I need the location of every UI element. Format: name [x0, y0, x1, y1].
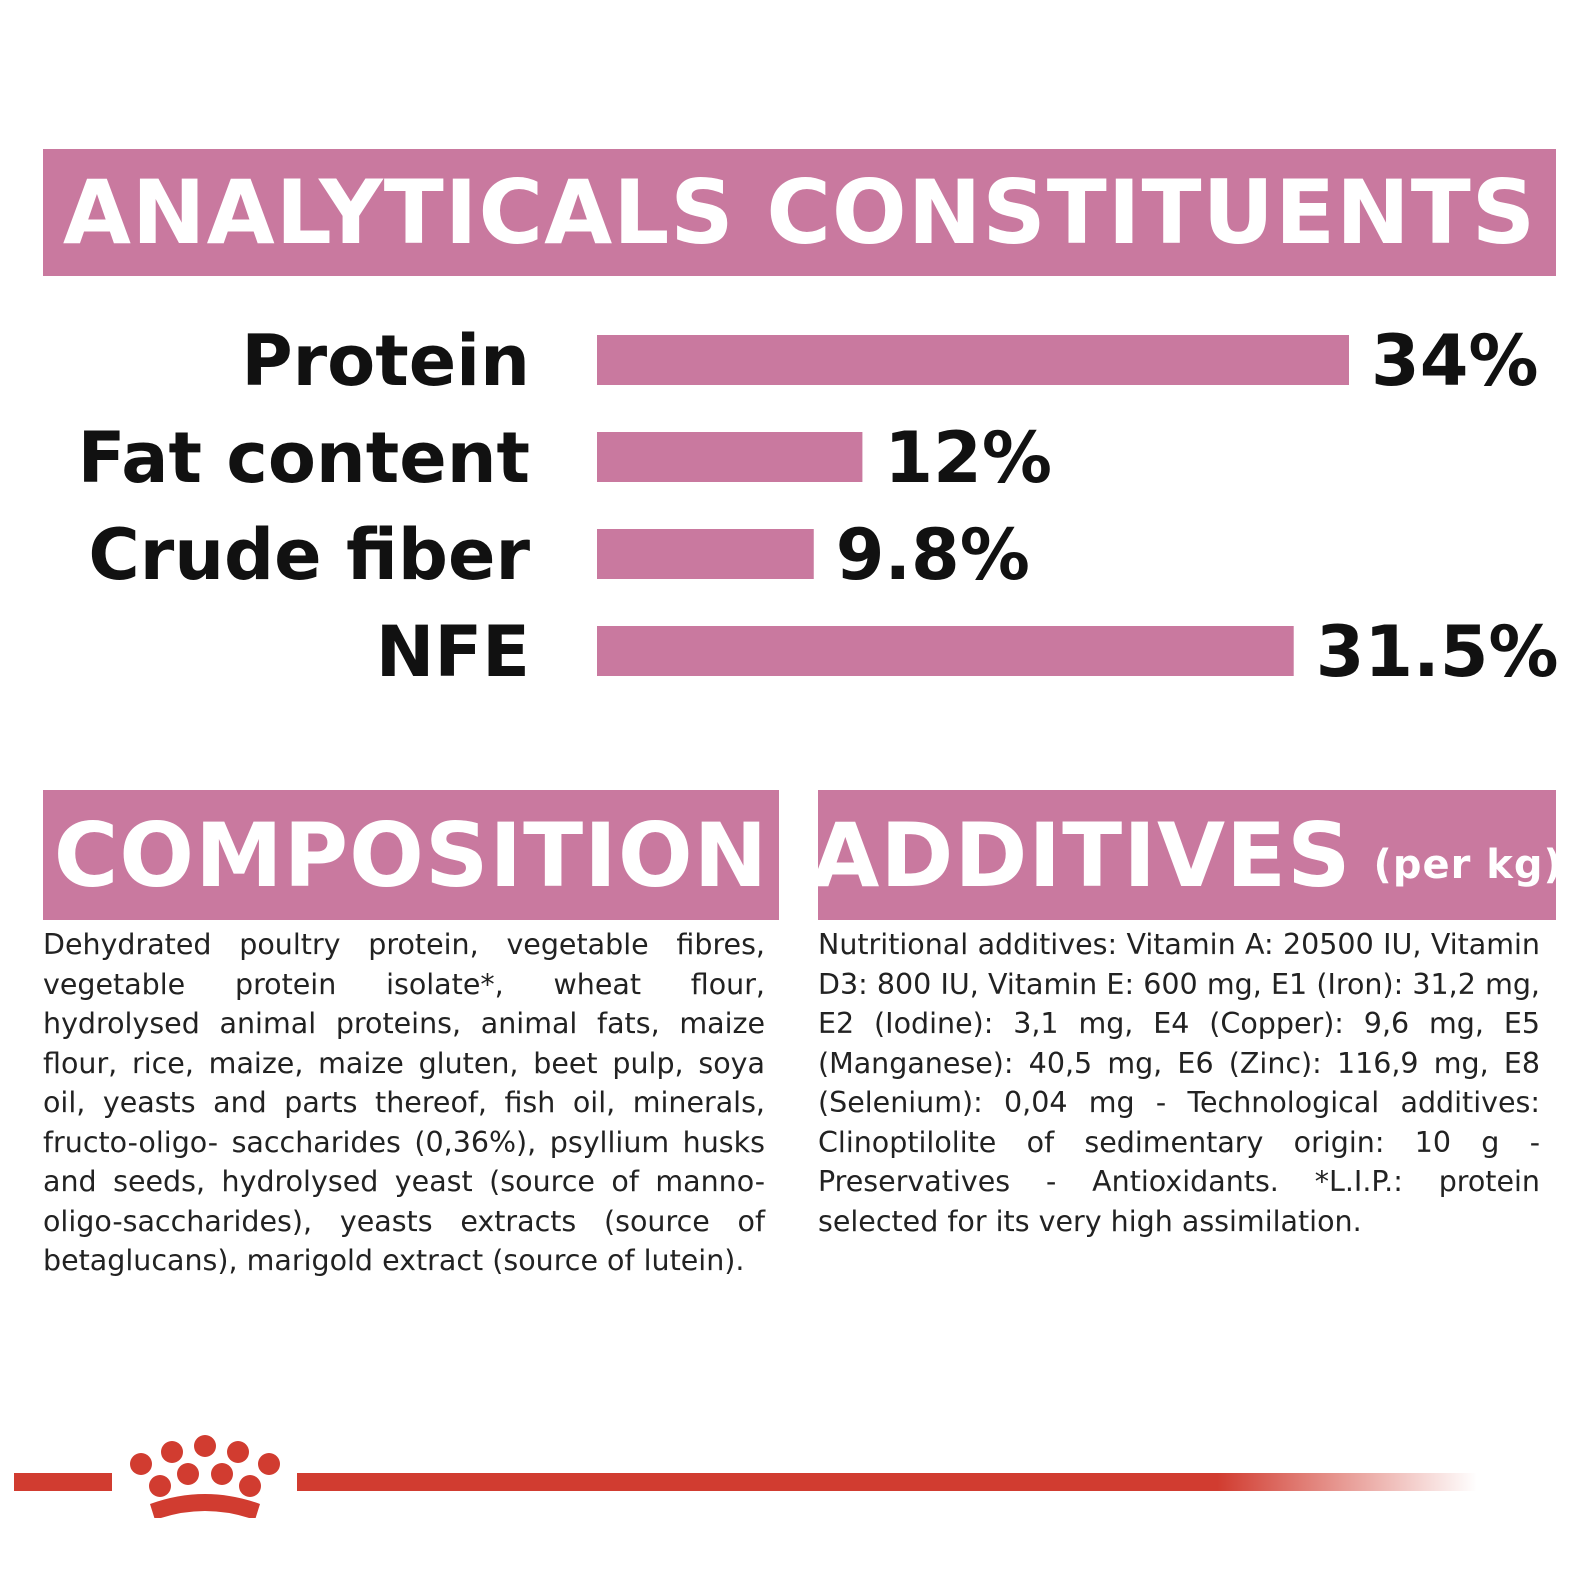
category-label-crude-fiber: Crude fiber	[88, 514, 530, 596]
additives-unit: (per kg)	[1373, 842, 1563, 888]
category-label-protein: Protein	[241, 320, 530, 402]
value-label-crude-fiber: 9.8%	[836, 514, 1030, 596]
footer-line-right	[297, 1473, 1477, 1491]
bar-crude-fiber	[597, 529, 814, 579]
composition-title: COMPOSITION	[53, 803, 769, 907]
footer-graphic	[14, 1435, 1477, 1520]
additives-banner: ADDITIVES (per kg)	[811, 790, 1562, 920]
analytical-constituents-title: ANALYTICALS CONSTITUENTS	[62, 161, 1537, 264]
value-label-fat-content: 12%	[884, 417, 1052, 499]
additives-title: ADDITIVES	[811, 803, 1352, 907]
value-label-protein: 34%	[1371, 320, 1539, 402]
bar-fat-content	[597, 432, 863, 482]
constituents-chart: Protein 34% Fat content 12% Crude fiber 9.8% N…	[0, 300, 1590, 720]
category-label-fat-content: Fat content	[78, 417, 530, 499]
category-label-nfe: NFE	[376, 611, 530, 693]
value-label-nfe: 31.5%	[1316, 611, 1559, 693]
bar-protein	[597, 335, 1349, 385]
composition-banner: COMPOSITION	[43, 790, 779, 920]
crown-logo-icon	[130, 1435, 280, 1520]
constituents-bar-chart: Protein 34% Fat content 12% Crude fiber 9.8% N…	[78, 320, 1559, 693]
additives-text: Nutritional additives: Vitamin A: 20500 …	[818, 928, 1540, 1238]
footer-brand-bar	[0, 1428, 1590, 1520]
analytical-constituents-banner: ANALYTICALS CONSTITUENTS	[43, 149, 1556, 276]
bar-nfe	[597, 626, 1294, 676]
composition-text: Dehydrated poultry protein, vegetable fi…	[43, 928, 765, 1277]
footer-line-left	[14, 1473, 112, 1491]
